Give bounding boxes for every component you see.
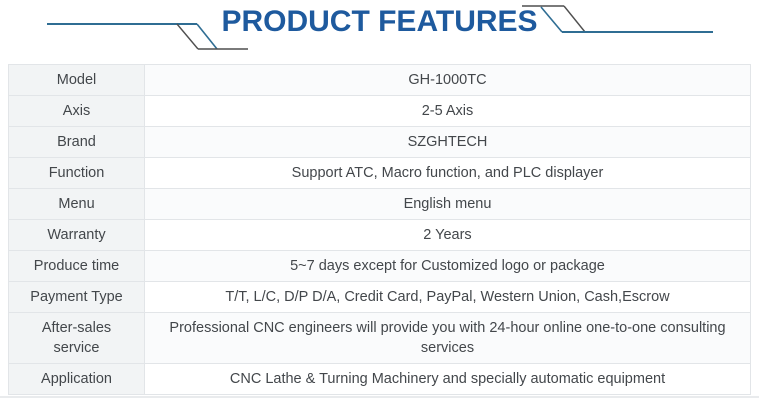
page-title: PRODUCT FEATURES [221,5,538,38]
spec-label: Produce time [8,250,145,282]
spec-label: Function [8,157,145,189]
header-decoration-lines [47,5,713,50]
spec-label: Payment Type [8,281,145,313]
spec-value: English menu [144,188,751,220]
spec-value: GH-1000TC [144,64,751,96]
table-row: Warranty 2 Years [8,219,751,251]
spec-table-body: Model GH-1000TC Axis 2-5 Axis Brand SZGH… [8,64,751,395]
table-row: Application CNC Lathe & Turning Machiner… [8,363,751,395]
spec-label: After-sales service [8,312,145,364]
table-row: Payment Type T/T, L/C, D/P D/A, Credit C… [8,281,751,313]
spec-label: Warranty [8,219,145,251]
table-row: Model GH-1000TC [8,64,751,96]
spec-label: Menu [8,188,145,220]
header-decoration-left [47,23,248,50]
spec-value: SZGHTECH [144,126,751,158]
spec-label: Model [8,64,145,96]
spec-value: 2-5 Axis [144,95,751,127]
table-row: Brand SZGHTECH [8,126,751,158]
spec-value: T/T, L/C, D/P D/A, Credit Card, PayPal, … [144,281,751,313]
section-header: PRODUCT FEATURES [0,0,759,60]
table-row: Menu English menu [8,188,751,220]
spec-value: 5~7 days except for Customized logo or p… [144,250,751,282]
spec-value: 2 Years [144,219,751,251]
spec-label: Axis [8,95,145,127]
header-decoration-right [522,5,713,33]
spec-label: Brand [8,126,145,158]
table-row: Function Support ATC, Macro function, an… [8,157,751,189]
spec-value: CNC Lathe & Turning Machinery and specia… [144,363,751,395]
spec-value: Support ATC, Macro function, and PLC dis… [144,157,751,189]
bottom-divider [0,396,759,398]
product-spec-table: Model GH-1000TC Axis 2-5 Axis Brand SZGH… [8,64,751,395]
table-row: After-sales service Professional CNC eng… [8,312,751,364]
table-row: Axis 2-5 Axis [8,95,751,127]
spec-label: Application [8,363,145,395]
spec-value: Professional CNC engineers will provide … [144,312,751,364]
table-row: Produce time 5~7 days except for Customi… [8,250,751,282]
